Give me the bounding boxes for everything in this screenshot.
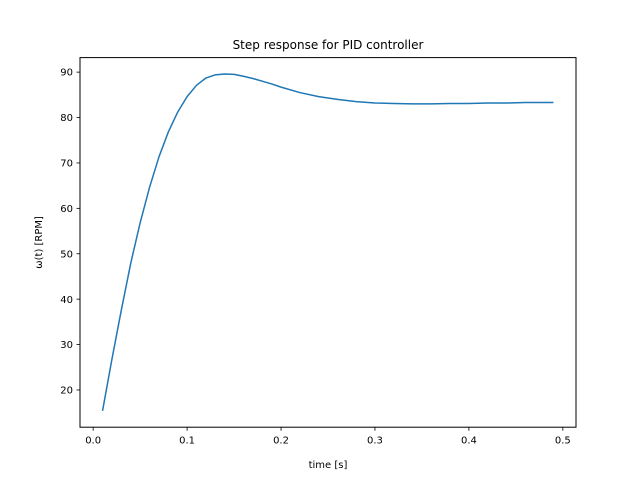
y-tick-label: 90 — [60, 68, 73, 79]
chart-title: Step response for PID controller — [233, 38, 424, 52]
x-tick-label: 0.0 — [85, 436, 101, 447]
plot-area — [101, 73, 554, 411]
x-tick-label: 0.1 — [179, 436, 195, 447]
x-tick-label: 0.2 — [273, 436, 289, 447]
y-tick-label: 50 — [60, 249, 73, 260]
x-axis-label: time [s] — [309, 460, 348, 471]
y-tick-label: 80 — [60, 113, 73, 124]
y-tick-label: 60 — [60, 204, 73, 215]
x-tick-label: 0.4 — [461, 436, 477, 447]
axis-ticks: 0.0 0.1 0.2 0.3 0.4 0.5 20 30 40 50 60 70 80 90 — [60, 68, 571, 447]
y-tick-label: 30 — [60, 340, 73, 351]
y-tick-label: 20 — [60, 386, 73, 397]
series-line-0 — [101, 73, 554, 411]
x-tick-label: 0.5 — [555, 436, 571, 447]
axes-frame — [79, 57, 577, 428]
y-axis-label: ω(t) [RPM] — [34, 216, 45, 269]
y-tick-label: 40 — [60, 295, 73, 306]
y-tick-label: 70 — [60, 159, 73, 170]
x-tick-label: 0.3 — [367, 436, 383, 447]
